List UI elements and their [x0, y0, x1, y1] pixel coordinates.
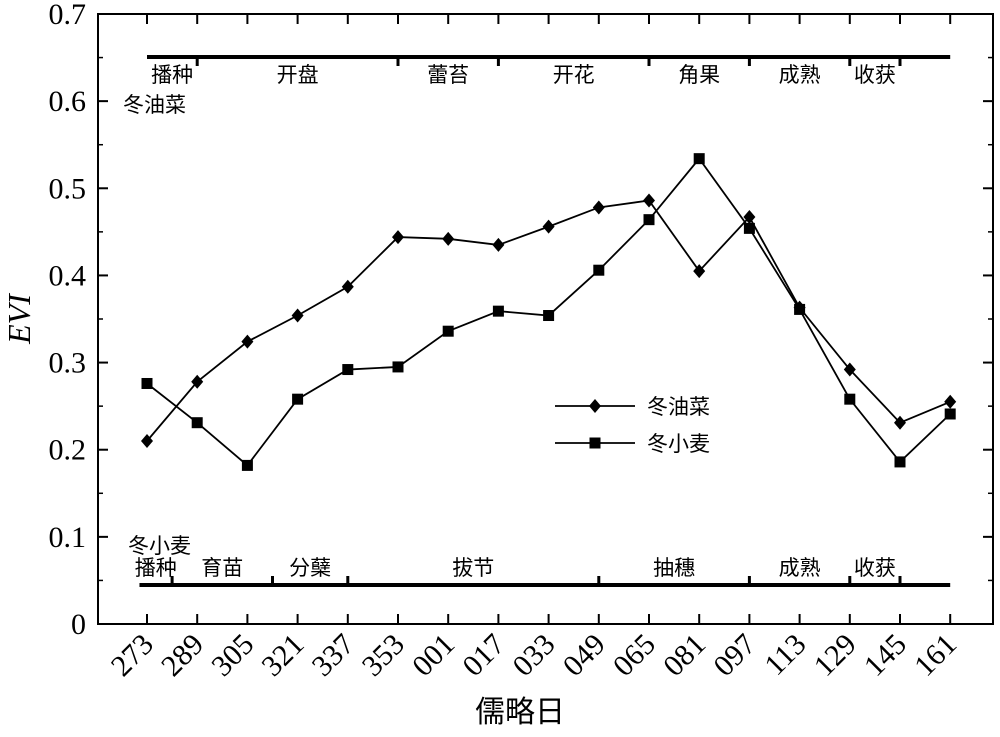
wheat-stage-label: 收获: [854, 556, 896, 580]
square-point: [241, 459, 253, 471]
diamond-point: [643, 193, 655, 208]
x-tick-label: 353: [356, 628, 411, 683]
x-tick-label: 049: [557, 628, 612, 683]
square-point: [191, 417, 203, 429]
x-tick-label: 001: [406, 628, 461, 683]
diamond-point: [291, 308, 304, 323]
y-tick-label: 0.3: [49, 347, 87, 380]
x-tick-label: 129: [808, 628, 863, 683]
y-tick-label: 0.5: [49, 172, 87, 205]
square-point: [342, 364, 354, 376]
diamond-point: [944, 394, 957, 409]
x-tick-label: 305: [205, 628, 260, 683]
y-tick-label: 0.4: [49, 259, 87, 292]
diamond-point: [392, 230, 404, 245]
legend-entry: 冬油菜: [555, 395, 710, 419]
legend-diamond-marker: [589, 399, 601, 413]
wheat-stage-label: 抽穗: [653, 556, 695, 580]
rapeseed-stage-label: 角果: [678, 63, 720, 87]
y-tick-label: 0: [71, 608, 86, 641]
x-tick-label: 161: [908, 628, 963, 683]
square-point: [292, 393, 304, 405]
x-tick-label: 097: [707, 628, 762, 683]
legend-label: 冬油菜: [647, 395, 710, 419]
square-point: [492, 305, 504, 317]
square-point: [593, 264, 605, 276]
diamond-point: [442, 231, 455, 246]
x-tick-label: 337: [306, 628, 361, 683]
diamond-point: [191, 374, 204, 389]
wheat-stage-label: 播种: [135, 556, 177, 580]
y-tick-label: 0.1: [49, 521, 87, 554]
square-point: [643, 214, 655, 226]
wheat-stage-label: 分蘖: [289, 556, 331, 580]
square-point: [442, 325, 454, 337]
square-point: [794, 303, 806, 315]
wheat-stage-label: 育苗: [201, 556, 243, 580]
legend-square-marker: [589, 437, 601, 449]
x-tick-label: 065: [607, 628, 662, 683]
rapeseed-stage-label: 播种: [151, 63, 193, 87]
x-tick-label: 033: [506, 628, 561, 683]
wheat-crop-label: 冬小麦: [128, 534, 191, 558]
square-point: [141, 377, 153, 389]
rapeseed-stage-label: 开花: [553, 63, 595, 87]
square-point: [543, 310, 555, 322]
rapeseed-stage-label: 成熟: [779, 63, 821, 87]
series-rapeseed: [141, 193, 957, 448]
x-tick-label: 273: [105, 628, 160, 683]
x-axis-title: 儒略日: [475, 695, 565, 730]
wheat-timeline: 播种 育苗 分蘖 拔节 抽穗 成熟 收获 冬小麦: [128, 534, 951, 587]
x-axis: 2732893053213373530010170330490650810971…: [105, 14, 963, 683]
square-point: [392, 361, 404, 373]
diamond-point: [843, 362, 856, 377]
diamond-point: [693, 264, 706, 279]
x-tick-label: 321: [255, 628, 310, 683]
diamond-point: [894, 415, 906, 430]
diamond-point: [743, 210, 756, 225]
wheat-stage-label: 成熟: [779, 556, 821, 580]
y-tick-label: 0.7: [49, 0, 87, 31]
rapeseed-crop-label: 冬油菜: [123, 93, 186, 117]
data-series: [141, 153, 957, 471]
diamond-point: [542, 219, 555, 234]
x-tick-label: 081: [657, 628, 712, 683]
y-axis: 0 0.1 0.2 0.3 0.4 0.5 0.6 0.7: [49, 0, 993, 641]
x-tick-label: 145: [858, 628, 913, 683]
legend-entry: 冬小麦: [555, 432, 710, 456]
x-tick-label: 289: [155, 628, 210, 683]
square-point: [743, 222, 755, 234]
x-tick-label: 113: [758, 628, 812, 682]
diamond-point: [592, 200, 605, 215]
square-point: [693, 153, 705, 165]
square-point: [944, 408, 956, 420]
square-point: [894, 456, 906, 468]
rapeseed-stage-label: 收获: [854, 63, 896, 87]
legend-label: 冬小麦: [647, 432, 710, 456]
y-axis-title: EVI: [1, 293, 37, 345]
x-tick-label: 017: [456, 628, 511, 683]
rapeseed-stage-label: 蕾苔: [427, 63, 469, 87]
diamond-point: [241, 334, 254, 349]
wheat-stage-label: 拔节: [452, 556, 494, 580]
square-point: [844, 393, 856, 405]
rapeseed-stage-label: 开盘: [277, 63, 319, 87]
y-tick-label: 0.2: [49, 434, 87, 467]
y-tick-label: 0.6: [49, 85, 87, 118]
series-wheat: [141, 153, 956, 471]
diamond-point: [341, 279, 354, 294]
diamond-point: [492, 237, 505, 252]
diamond-point: [141, 434, 153, 448]
